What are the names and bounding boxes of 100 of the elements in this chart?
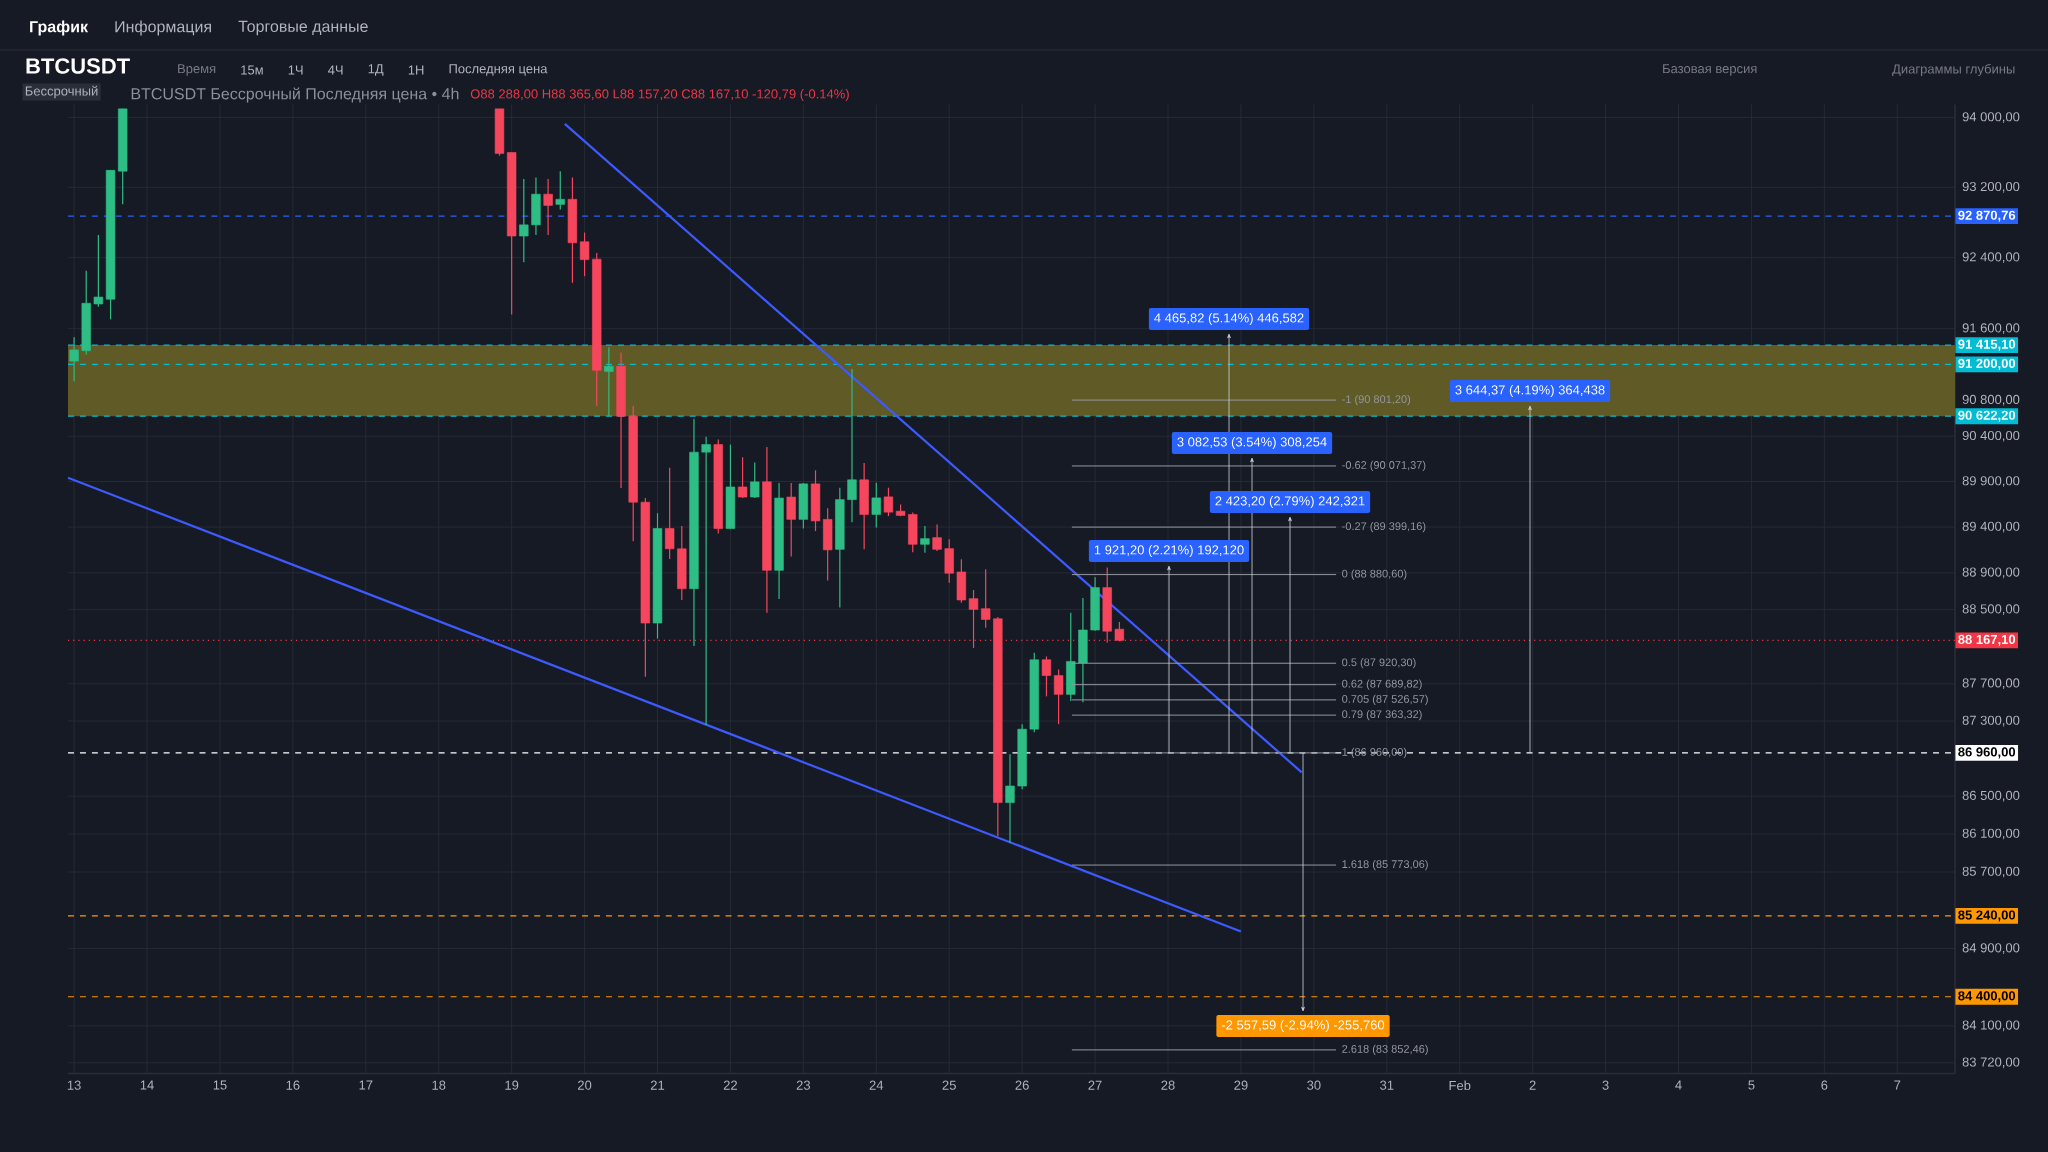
text: 4Ч (327, 65, 343, 75)
candlestick (664, 467, 675, 560)
chart-subtitle: O88 288,00 H88 365,60 L88 157,20 C88 167,10 -120,79 (-0.14%) (470, 88, 849, 102)
chart-title: BTCUSDT Бессрочный Последняя цена • 4h (131, 87, 459, 103)
x-tick-label: 18 (432, 1080, 446, 1090)
x-tick-label: 14 (140, 1080, 154, 1090)
x-tick-label: 3 (1602, 1080, 1609, 1090)
candlestick (786, 482, 796, 558)
y-tick-label: 94 000,00 (1962, 112, 2020, 123)
x-tick-label: 28 (1161, 1080, 1175, 1090)
ref-line-label: 92 870,76 (1958, 210, 2016, 222)
candlestick (1005, 753, 1015, 844)
x-tick-label: 16 (286, 1080, 300, 1090)
text: BTCUSDT (26, 58, 130, 74)
candlestick (883, 487, 894, 517)
ref-line-label: 90 622,20 (1958, 410, 2016, 422)
candlestick (579, 231, 590, 277)
x-tick-label: 23 (796, 1080, 811, 1090)
text: Бессрочный (25, 85, 98, 99)
x-tick-label: 20 (578, 1080, 592, 1090)
candlestick (604, 346, 614, 417)
annotation: 4 465,82 (5.14%) 446,582 (1154, 312, 1304, 326)
candlestick (543, 178, 553, 236)
ref-line-label: 0.5 (87 920,30) (1342, 658, 1416, 669)
ref-line-label: 0.62 (87 689,82) (1342, 679, 1422, 690)
x-tick-label: 15 (213, 1080, 227, 1090)
candlestick (920, 525, 930, 554)
x-tick-label: 30 (1307, 1080, 1321, 1090)
x-tick-label: 22 (723, 1080, 737, 1090)
y-tick-label: 90 400,00 (1962, 430, 2020, 442)
x-tick-label: 26 (1015, 1080, 1029, 1090)
y-tick-label: 90 800,00 (1962, 394, 2020, 406)
y-tick-label: 85 700,00 (1962, 866, 2020, 878)
y-tick-label: 84 100,00 (1962, 1020, 2020, 1032)
ref-line-label: 91 200,00 (1958, 358, 2016, 370)
ref-line-label: -1 (90 801,20) (1342, 394, 1411, 406)
candlestick (932, 523, 942, 552)
x-tick-label: 31 (1380, 1080, 1394, 1090)
candlestick (981, 568, 991, 629)
text: Торговые данные (238, 20, 368, 36)
text: График (30, 20, 89, 36)
x-tick-label: 13 (67, 1080, 81, 1090)
y-tick-label: 92 400,00 (1962, 252, 2020, 263)
ref-line-label: 88 167,10 (1958, 634, 2016, 646)
x-tick-label: 17 (359, 1080, 373, 1090)
ref-line-label: -0.27 (89 399,16) (1342, 521, 1426, 533)
x-tick-label: 4 (1675, 1080, 1682, 1090)
x-tick-label: 5 (1748, 1080, 1755, 1090)
candlestick (1041, 655, 1052, 697)
ref-line-label: 0 (88 880,60) (1342, 569, 1407, 580)
ref-line-label: -0.62 (90 071,37) (1342, 460, 1426, 472)
text: 1Н (408, 65, 424, 75)
text: Информация (115, 20, 211, 36)
ref-line-label: 0.79 (87 363,32) (1342, 709, 1422, 721)
ref-line-label: 2.618 (83 852,46) (1342, 1044, 1428, 1056)
x-tick-label: 24 (869, 1080, 884, 1090)
x-tick-label: Feb (1449, 1080, 1471, 1091)
candlestick (750, 461, 760, 499)
ref-line-label: 85 240,00 (1958, 910, 2016, 922)
text: Диаграммы глубины (1892, 63, 2015, 77)
y-tick-label: 91 600,00 (1962, 323, 2020, 334)
x-tick-label: 25 (942, 1080, 956, 1090)
candlestick (871, 482, 881, 528)
x-tick-label: 27 (1088, 1080, 1102, 1090)
y-tick-label: 86 100,00 (1962, 828, 2020, 840)
ref-line-label: 1 (86 960,00) (1342, 747, 1407, 759)
y-tick-label: 87 700,00 (1962, 678, 2020, 690)
annotation: 2 423,20 (2.79%) 242,321 (1215, 495, 1365, 509)
candlestick (701, 436, 711, 726)
candlestick (1053, 668, 1064, 725)
candlestick (847, 368, 857, 523)
ref-line-label: 91 415,10 (1958, 339, 2016, 351)
ref-line-label: 86 960,00 (1958, 747, 2016, 759)
y-tick-label: 88 900,00 (1962, 567, 2020, 579)
candlestick (968, 589, 979, 649)
annotation: 3 082,53 (3.54%) 308,254 (1177, 436, 1327, 450)
ref-line-label: 0.705 (87 526,57) (1342, 694, 1428, 705)
text: 1Ч (288, 65, 303, 75)
x-tick-label: 7 (1894, 1080, 1901, 1090)
candlestick (555, 170, 565, 211)
x-tick-label: 6 (1821, 1080, 1828, 1090)
x-tick-label: 21 (650, 1080, 665, 1090)
y-tick-label: 87 300,00 (1962, 715, 2020, 727)
x-tick-label: 29 (1234, 1080, 1248, 1090)
annotation: -2 557,59 (-2.94%) -255,760 (1221, 1019, 1385, 1033)
ref-line-label: 1.618 (85 773,06) (1342, 859, 1428, 871)
candlestick (519, 178, 529, 263)
annotation: 3 644,37 (4.19%) 364,438 (1455, 384, 1605, 398)
text: Время (178, 64, 216, 76)
y-tick-label: 89 400,00 (1962, 521, 2020, 533)
x-tick-label: 19 (505, 1080, 519, 1090)
candlestick (737, 456, 748, 499)
text: 1Д (368, 64, 384, 76)
text: 15м (241, 65, 263, 75)
text: Последняя цена (449, 64, 548, 76)
y-tick-label: 83 720,00 (1962, 1057, 2020, 1069)
text: Базовая версия (1663, 64, 1757, 76)
ref-line-label: 84 400,00 (1958, 991, 2016, 1003)
y-tick-label: 88 500,00 (1962, 604, 2020, 615)
y-tick-label: 93 200,00 (1962, 181, 2020, 193)
